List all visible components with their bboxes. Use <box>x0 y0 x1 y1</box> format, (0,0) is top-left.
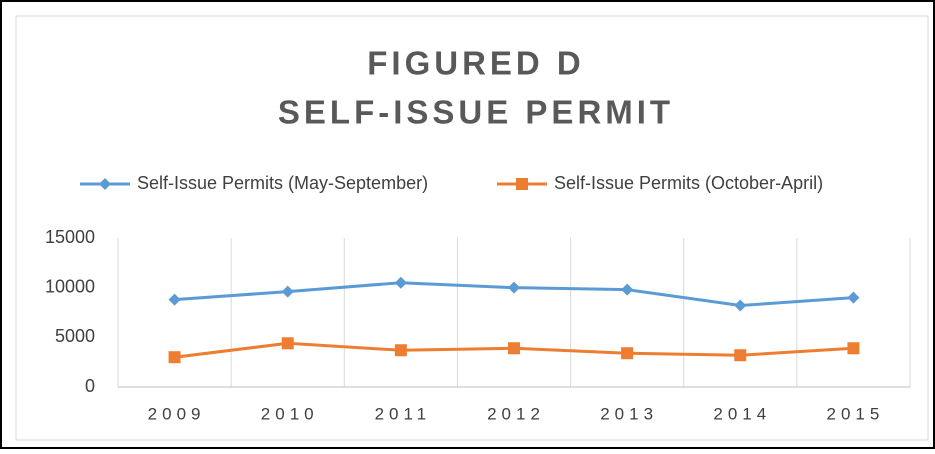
marker <box>394 276 407 289</box>
legend-label: Self-Issue Permits (May-September) <box>137 173 428 193</box>
x-tick-label: 2013 <box>600 404 658 423</box>
y-tick-label: 0 <box>85 376 95 396</box>
legend-label: Self-Issue Permits (October-April) <box>554 173 823 193</box>
chart-title: SELF-ISSUE PERMIT <box>278 94 674 131</box>
x-tick-label: 2011 <box>375 404 432 423</box>
x-tick-label: 2010 <box>261 404 319 423</box>
y-tick-label: 15000 <box>45 227 95 247</box>
y-tick-label: 5000 <box>55 326 95 346</box>
marker <box>281 337 294 350</box>
x-tick-label: 2014 <box>713 404 771 423</box>
chart-border <box>15 15 929 441</box>
marker <box>168 351 181 364</box>
legend-marker <box>516 178 528 190</box>
marker <box>508 342 520 355</box>
marker <box>847 291 860 304</box>
y-tick-label: 10000 <box>45 276 95 296</box>
marker <box>168 293 181 306</box>
marker <box>847 342 860 355</box>
marker <box>508 281 520 294</box>
marker <box>621 347 634 360</box>
marker <box>734 349 747 362</box>
x-tick-label: 2015 <box>827 404 885 423</box>
x-tick-label: 2012 <box>487 404 545 423</box>
marker <box>394 344 407 357</box>
marker <box>621 283 634 296</box>
x-tick-label: 2009 <box>148 404 206 423</box>
marker <box>734 299 747 312</box>
legend-marker <box>99 178 111 190</box>
chart-title: FIGURED D <box>367 45 585 82</box>
marker <box>281 285 294 298</box>
